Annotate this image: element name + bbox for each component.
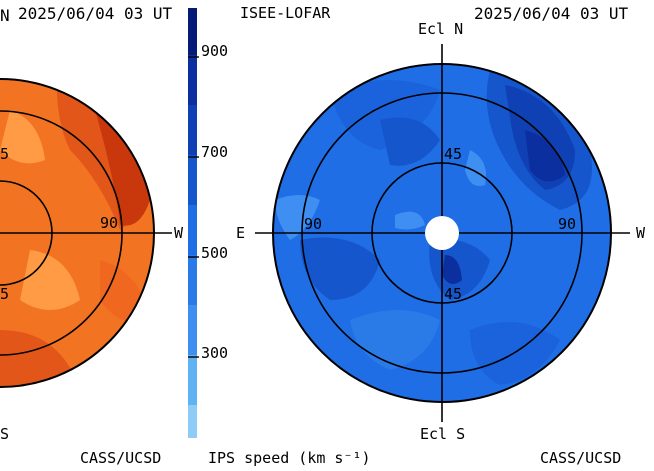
left-timestamp: 2025/06/04 03 UT	[18, 4, 173, 23]
left-ring-label-45-bottom: 5	[0, 285, 10, 303]
right-ring-label-90-left: 90	[304, 215, 323, 233]
right-timestamp: 2025/06/04 03 UT	[474, 4, 629, 23]
colorbar-unit-label: IPS speed (km s⁻¹)	[208, 449, 371, 467]
right-ring-label-45-top: 45	[444, 145, 463, 163]
left-south-fragment: S	[0, 425, 10, 443]
left-sky-map	[0, 78, 172, 388]
color-scale-bar	[188, 8, 199, 438]
left-ring-label-45-top: 5	[0, 145, 10, 163]
colorbar-tick-700: 700	[201, 143, 229, 161]
right-ring-label-90-right: 90	[558, 215, 577, 233]
right-ring-label-45-bottom: 45	[444, 285, 463, 303]
right-south-label: Ecl S	[420, 425, 466, 443]
right-sky-map	[255, 44, 630, 422]
left-west-label: W	[174, 224, 184, 242]
right-east-label: E	[236, 224, 246, 242]
left-credit: CASS/UCSD	[80, 449, 162, 467]
right-credit: CASS/UCSD	[540, 449, 622, 467]
colorbar-title: ISEE-LOFAR	[240, 4, 331, 22]
colorbar-tick-500: 500	[201, 244, 229, 262]
colorbar-tick-900: 900	[201, 42, 229, 60]
right-north-label: Ecl N	[418, 20, 464, 38]
left-north-fragment: N	[0, 6, 10, 25]
colorbar-tick-300: 300	[201, 344, 229, 362]
sun-occulter	[425, 216, 459, 250]
right-west-label: W	[636, 224, 646, 242]
left-ring-label-90: 90	[100, 214, 119, 232]
